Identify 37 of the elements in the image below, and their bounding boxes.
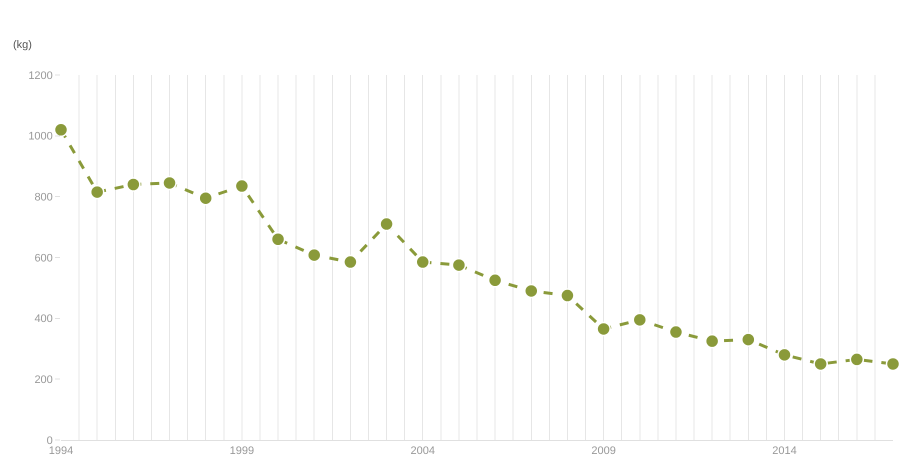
point (234, 178, 250, 194)
point (54, 122, 68, 137)
point (162, 176, 177, 190)
point (488, 273, 502, 288)
point (813, 356, 828, 372)
point (777, 348, 792, 362)
point (632, 312, 648, 328)
x-tick-label: 2009 (591, 445, 616, 458)
point (198, 190, 213, 206)
y-tick-label: 200 (34, 374, 53, 386)
x-tick-label: 2014 (772, 445, 797, 458)
y-tick-label: 0 (46, 434, 53, 447)
y-tick-label: 800 (34, 192, 53, 204)
y-tick-label: 1200 (28, 70, 53, 82)
point (452, 258, 466, 272)
point (886, 356, 900, 372)
point (850, 352, 864, 367)
y-tick-label: 1000 (28, 130, 53, 143)
point (90, 184, 104, 200)
point (704, 334, 720, 348)
x-tick-label: 1994 (48, 445, 74, 458)
point (596, 322, 611, 336)
point (270, 232, 286, 246)
point (343, 254, 358, 270)
point (560, 288, 575, 303)
point (415, 254, 430, 270)
point (306, 248, 322, 262)
point (524, 284, 539, 298)
x-tick-label: 2004 (410, 445, 435, 458)
y-tick-label: 400 (34, 313, 53, 326)
x-tick-label: 1999 (230, 445, 254, 458)
point (741, 332, 756, 347)
point (668, 324, 684, 340)
y-axis-title: (kg) (13, 39, 32, 51)
point (126, 177, 141, 192)
point (379, 216, 394, 232)
y-tick-label: 600 (34, 252, 53, 264)
